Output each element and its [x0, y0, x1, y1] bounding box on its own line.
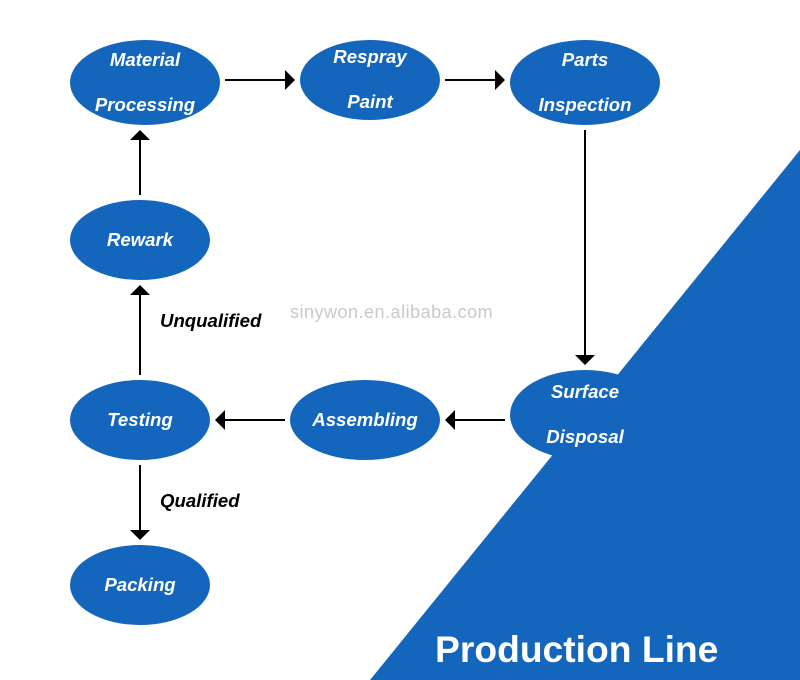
- arrow-head-testing-to-packing: [130, 530, 150, 540]
- arrow-parts-inspection-to-surface-disposal: [584, 130, 586, 355]
- edge-label-unqualified: Unqualified: [160, 310, 261, 332]
- node-surface-disposal: SurfaceDisposal: [510, 370, 660, 460]
- node-assembling: Assembling: [290, 380, 440, 460]
- arrow-rewark-to-material-processing: [139, 140, 141, 195]
- node-testing: Testing: [70, 380, 210, 460]
- node-parts-inspection: PartsInspection: [510, 40, 660, 125]
- node-rewark: Rewark: [70, 200, 210, 280]
- arrow-head-testing-to-rewark: [130, 285, 150, 295]
- diagram-title: Production Line: [435, 628, 718, 671]
- arrow-testing-to-packing: [139, 465, 141, 530]
- arrow-surface-disposal-to-assembling: [455, 419, 505, 421]
- watermark-text: sinywon.en.alibaba.com: [290, 302, 493, 323]
- node-packing: Packing: [70, 545, 210, 625]
- arrow-head-assembling-to-testing: [215, 410, 225, 430]
- arrow-head-surface-disposal-to-assembling: [445, 410, 455, 430]
- arrow-respray-paint-to-parts-inspection: [445, 79, 495, 81]
- arrow-head-material-processing-to-respray-paint: [285, 70, 295, 90]
- arrow-head-parts-inspection-to-surface-disposal: [575, 355, 595, 365]
- arrow-head-rewark-to-material-processing: [130, 130, 150, 140]
- edge-label-qualified: Qualified: [160, 490, 240, 512]
- arrow-material-processing-to-respray-paint: [225, 79, 285, 81]
- node-material-processing: MaterialProcessing: [70, 40, 220, 125]
- arrow-testing-to-rewark: [139, 295, 141, 375]
- arrow-head-respray-paint-to-parts-inspection: [495, 70, 505, 90]
- arrow-assembling-to-testing: [225, 419, 285, 421]
- node-respray-paint: ResprayPaint: [300, 40, 440, 120]
